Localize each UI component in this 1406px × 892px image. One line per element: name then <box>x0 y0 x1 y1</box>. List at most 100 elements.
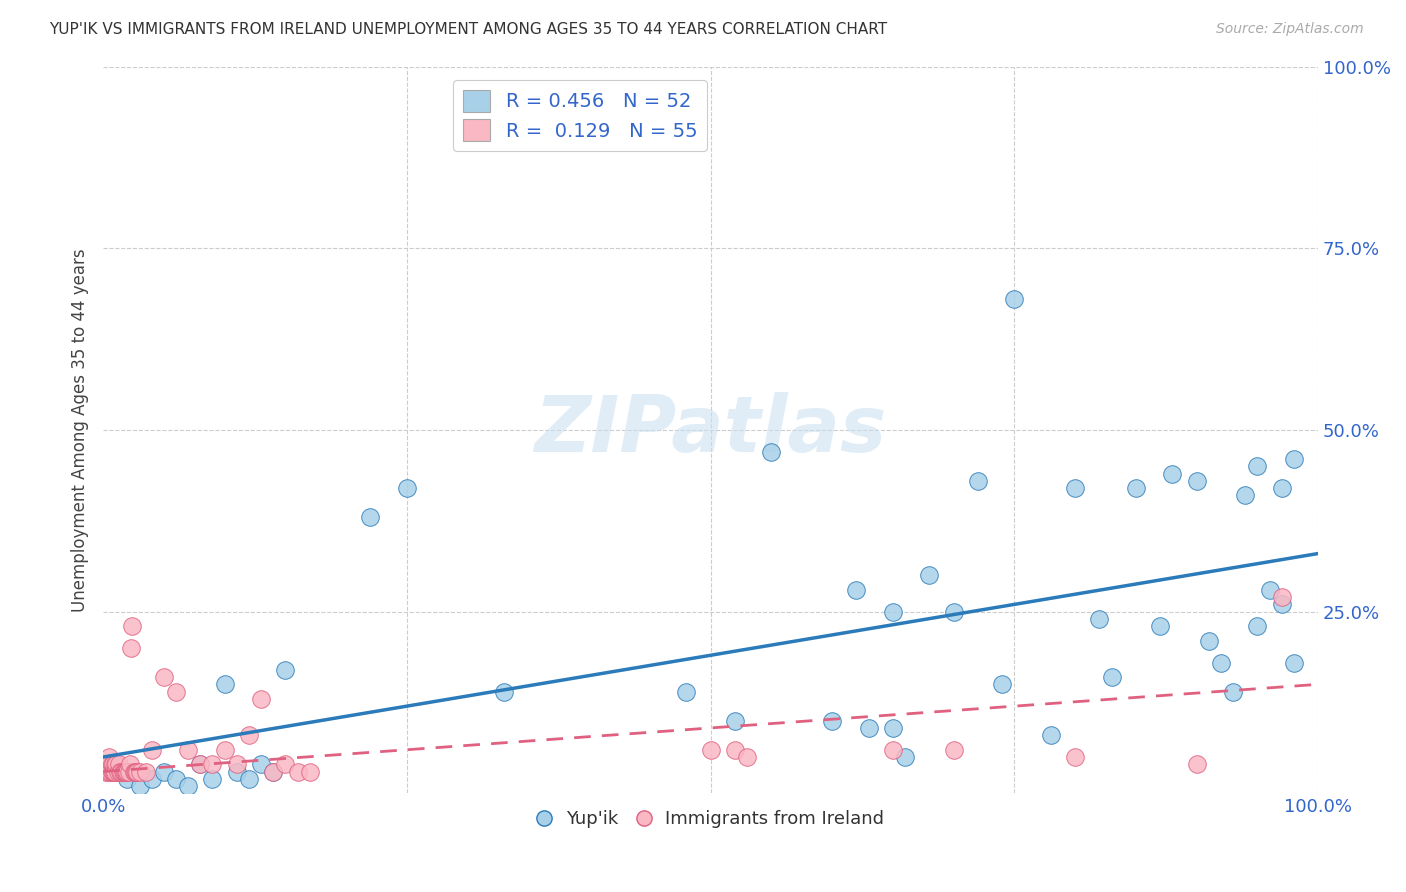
Point <box>1185 474 1208 488</box>
Point <box>882 605 904 619</box>
Point <box>100 764 122 779</box>
Point <box>274 663 297 677</box>
Point <box>262 764 284 779</box>
Point <box>1198 633 1220 648</box>
Point <box>1064 750 1087 764</box>
Point <box>359 510 381 524</box>
Point <box>108 757 131 772</box>
Point <box>98 757 121 772</box>
Point <box>1282 656 1305 670</box>
Point <box>165 772 187 786</box>
Point <box>105 757 128 772</box>
Point <box>214 743 236 757</box>
Point <box>214 677 236 691</box>
Point <box>153 670 176 684</box>
Point <box>128 764 150 779</box>
Point <box>120 640 142 655</box>
Point <box>124 764 146 779</box>
Point <box>117 772 139 786</box>
Point <box>821 714 844 728</box>
Point <box>1222 684 1244 698</box>
Point <box>761 444 783 458</box>
Point <box>114 764 136 779</box>
Point <box>238 728 260 742</box>
Point <box>1064 481 1087 495</box>
Point <box>858 721 880 735</box>
Point <box>1002 292 1025 306</box>
Point <box>97 764 120 779</box>
Point <box>107 764 129 779</box>
Y-axis label: Unemployment Among Ages 35 to 44 years: Unemployment Among Ages 35 to 44 years <box>72 248 89 612</box>
Point <box>1271 598 1294 612</box>
Point <box>1246 619 1268 633</box>
Point <box>96 757 118 772</box>
Point <box>125 764 148 779</box>
Point <box>104 757 127 772</box>
Point <box>942 743 965 757</box>
Point <box>118 757 141 772</box>
Point <box>117 764 139 779</box>
Point <box>735 750 758 764</box>
Point <box>1271 481 1294 495</box>
Point <box>250 691 273 706</box>
Point <box>967 474 990 488</box>
Point <box>153 764 176 779</box>
Point <box>1234 488 1257 502</box>
Point <box>1246 459 1268 474</box>
Point <box>128 779 150 793</box>
Point <box>494 684 516 698</box>
Point <box>101 764 124 779</box>
Point <box>100 764 122 779</box>
Point <box>201 757 224 772</box>
Point <box>101 757 124 772</box>
Point <box>724 714 747 728</box>
Point <box>165 684 187 698</box>
Point <box>1282 452 1305 467</box>
Point <box>1039 728 1062 742</box>
Point <box>1258 582 1281 597</box>
Point <box>1161 467 1184 481</box>
Point <box>103 764 125 779</box>
Point <box>894 750 917 764</box>
Point <box>201 772 224 786</box>
Point <box>395 481 418 495</box>
Point <box>104 764 127 779</box>
Point <box>1149 619 1171 633</box>
Point <box>121 619 143 633</box>
Legend: Yup'ik, Immigrants from Ireland: Yup'ik, Immigrants from Ireland <box>530 803 891 835</box>
Point <box>177 743 200 757</box>
Point <box>94 764 117 779</box>
Point <box>1125 481 1147 495</box>
Point <box>98 757 121 772</box>
Point <box>1088 612 1111 626</box>
Point <box>991 677 1014 691</box>
Point <box>188 757 211 772</box>
Text: Source: ZipAtlas.com: Source: ZipAtlas.com <box>1216 22 1364 37</box>
Point <box>141 772 163 786</box>
Point <box>117 764 139 779</box>
Point <box>1101 670 1123 684</box>
Point <box>845 582 868 597</box>
Point <box>274 757 297 772</box>
Point <box>135 764 157 779</box>
Point <box>882 743 904 757</box>
Point <box>1271 590 1294 604</box>
Point <box>724 743 747 757</box>
Point <box>675 684 697 698</box>
Point <box>110 764 132 779</box>
Point <box>882 721 904 735</box>
Text: YUP'IK VS IMMIGRANTS FROM IRELAND UNEMPLOYMENT AMONG AGES 35 TO 44 YEARS CORRELA: YUP'IK VS IMMIGRANTS FROM IRELAND UNEMPL… <box>49 22 887 37</box>
Point <box>141 743 163 757</box>
Point <box>918 568 941 582</box>
Point <box>127 764 149 779</box>
Point <box>225 757 247 772</box>
Point <box>238 772 260 786</box>
Point <box>287 764 309 779</box>
Point <box>298 764 321 779</box>
Point <box>188 757 211 772</box>
Point <box>98 750 121 764</box>
Point <box>115 764 138 779</box>
Point <box>699 743 721 757</box>
Point <box>104 764 127 779</box>
Point <box>100 757 122 772</box>
